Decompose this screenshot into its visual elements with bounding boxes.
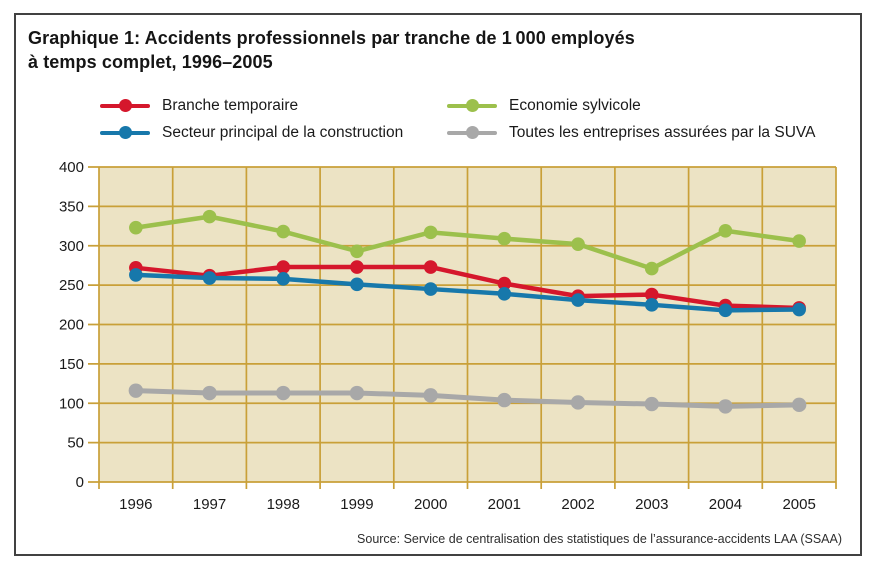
legend-item-toutes-entreprises: Toutes les entreprises assurées par la S… (447, 119, 845, 146)
legend-marker-red-icon (100, 99, 150, 112)
legend-label: Secteur principal de la construction (162, 123, 404, 141)
legend-label: Branche temporaire (162, 96, 299, 114)
chart-title-line1: Graphique 1: Accidents professionnels pa… (28, 28, 635, 48)
legend-label: Toutes les entreprises assurées par la S… (509, 123, 816, 141)
legend-item-economie-sylvicole: Economie sylvicole (447, 92, 845, 119)
legend-label: Economie sylvicole (509, 96, 641, 114)
legend-marker-green-icon (447, 99, 497, 112)
chart-title: Graphique 1: Accidents professionnels pa… (28, 26, 635, 74)
legend: Branche temporaire Economie sylvicole Se… (100, 92, 845, 146)
legend-marker-blue-icon (100, 126, 150, 139)
legend-item-secteur-construction: Secteur principal de la construction (100, 119, 447, 146)
legend-marker-gray-icon (447, 126, 497, 139)
legend-item-branche-temporaire: Branche temporaire (100, 92, 447, 119)
source-note: Source: Service de centralisation des st… (357, 532, 842, 546)
chart-title-line2: à temps complet, 1996–2005 (28, 52, 273, 72)
